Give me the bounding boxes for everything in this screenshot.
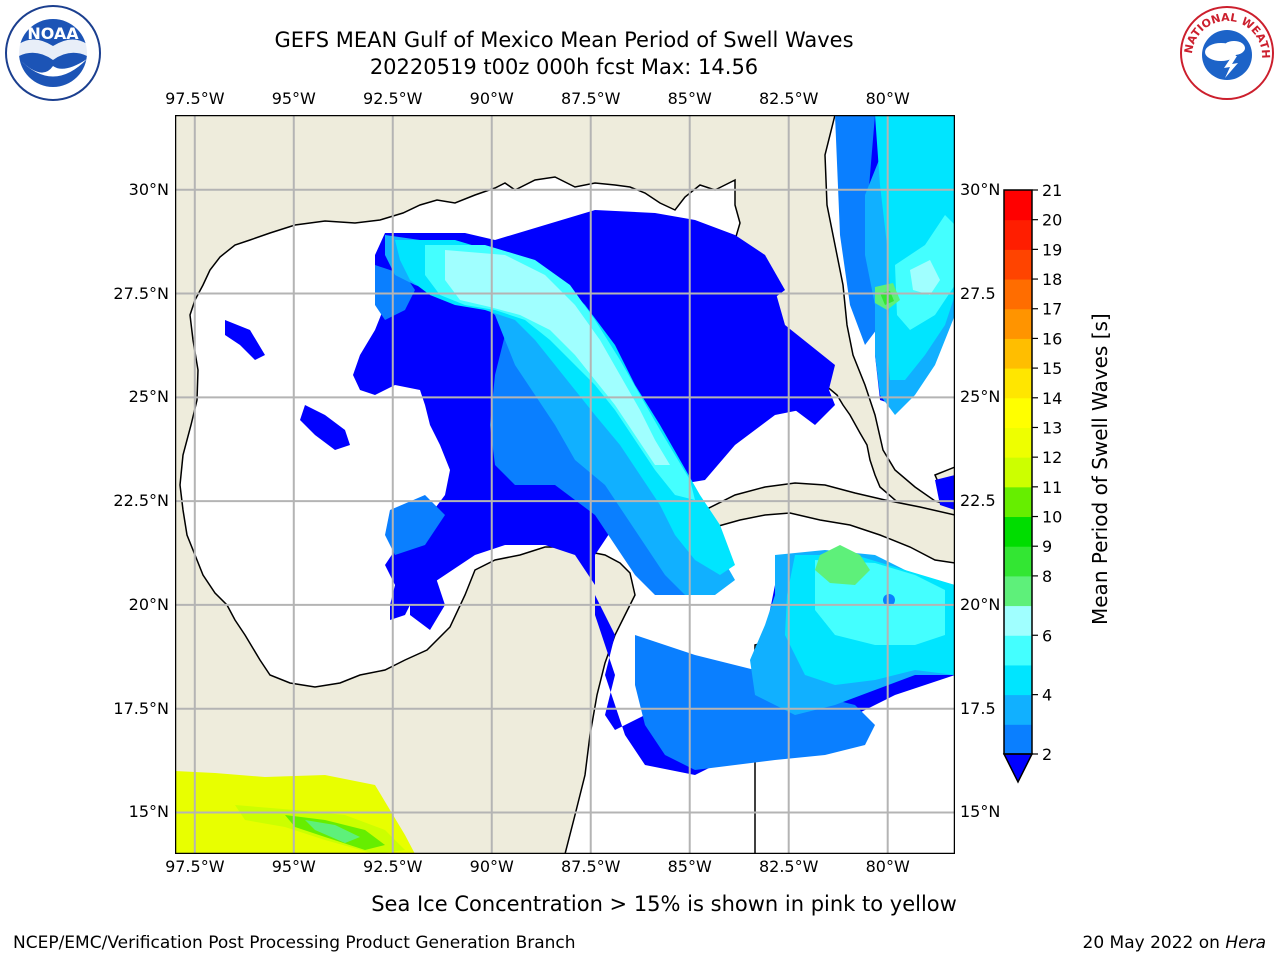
colorbar-segment — [1004, 457, 1032, 488]
lat-tick-label-right: 22.5 — [960, 491, 996, 511]
colorbar-tick-label: 6 — [1042, 626, 1052, 645]
lon-tick-label-bottom: 80°W — [865, 857, 910, 876]
lat-tick-label-left: 25°N — [128, 387, 169, 407]
machine-name: Hera — [1225, 933, 1266, 953]
colorbar-segment — [1004, 605, 1032, 636]
lon-tick-label-bottom: 92.5°W — [363, 857, 423, 876]
cuba-land — [677, 482, 955, 564]
colorbar-segment — [1004, 724, 1032, 755]
colorbar-tick-label: 14 — [1042, 389, 1062, 408]
lat-tick-label-left: 20°N — [128, 594, 169, 614]
colorbar-tick-label: 10 — [1042, 508, 1062, 527]
colorbar-segment — [1004, 664, 1032, 696]
colorbar-label: Mean Period of Swell Waves [s] — [1088, 313, 1112, 625]
noaa-logo: NOAA — [4, 4, 102, 102]
nws-logo: NATIONAL WEATHER SERVICE — [1178, 4, 1276, 102]
colorbar-segment — [1004, 694, 1032, 725]
lat-tick-label-right: 27.5 — [960, 283, 996, 303]
colorbar-segment — [1004, 546, 1032, 577]
colorbar-segment — [1004, 397, 1032, 428]
colorbar-frame — [1003, 189, 1033, 755]
colorbar-tick-label: 15 — [1042, 359, 1062, 378]
map-frame — [175, 115, 955, 854]
colorbar-under-arrow — [1002, 753, 1034, 784]
date-line: 20 May 2022 on Hera — [1083, 933, 1267, 953]
lon-tick-label-bottom: 85°W — [667, 857, 712, 876]
lon-tick-label-bottom: 82.5°W — [758, 857, 819, 876]
colorbar-segment — [1004, 486, 1032, 518]
lon-tick-label-top: 80°W — [865, 89, 910, 108]
lat-tick-label-right: 25°N — [960, 387, 1001, 407]
colorbar-tick-label: 11 — [1042, 478, 1062, 497]
lon-tick-label-top: 82.5°W — [758, 89, 819, 108]
colorbar-segment — [1004, 338, 1032, 369]
colorbar-tick-label: 12 — [1042, 448, 1062, 467]
lon-tick-label-bottom: 95°W — [271, 857, 316, 876]
lat-tick-label-right: 20°N — [960, 594, 1001, 614]
colorbar-tick-label: 16 — [1042, 329, 1062, 348]
colorbar-segment — [1004, 279, 1032, 310]
noaa-logo-text: NOAA — [27, 24, 79, 43]
colorbar-segment — [1004, 368, 1032, 399]
lon-tick-label-bottom: 90°W — [469, 857, 514, 876]
colorbar-segment — [1004, 516, 1032, 547]
colorbar-segment — [1004, 249, 1032, 280]
colorbar-segment — [1004, 308, 1032, 339]
lat-tick-label-left: 27.5°N — [113, 283, 169, 303]
colorbar-tick-label: 2 — [1042, 745, 1052, 764]
colorbar-tick-label: 9 — [1042, 537, 1052, 556]
colorbar-tick-label: 21 — [1042, 181, 1062, 200]
colorbar-segment — [1004, 427, 1032, 458]
colorbar-segment — [1004, 190, 1032, 221]
graticule — [175, 115, 955, 854]
lon-tick-label-top: 95°W — [271, 89, 316, 108]
lat-tick-label-left: 17.5°N — [113, 698, 169, 718]
lon-tick-label-top: 85°W — [667, 89, 712, 108]
lon-tick-label-bottom: 87.5°W — [561, 857, 621, 876]
lat-tick-label-right: 17.5 — [960, 698, 996, 718]
lon-tick-label-bottom: 97.5°W — [165, 857, 225, 876]
map-title: GEFS MEAN Gulf of Mexico Mean Period of … — [274, 28, 854, 52]
colorbar-tick-label: 4 — [1042, 686, 1052, 705]
colorbar-tick-label: 8 — [1042, 567, 1052, 586]
lon-tick-label-top: 87.5°W — [561, 89, 621, 108]
colorbar-segment — [1004, 575, 1032, 607]
map-canvas — [175, 115, 955, 854]
lon-tick-label-top: 90°W — [469, 89, 514, 108]
lat-tick-label-left: 15°N — [128, 802, 169, 822]
lat-tick-label-right: 15°N — [960, 802, 1001, 822]
map-panel — [175, 115, 955, 854]
lon-tick-label-top: 97.5°W — [165, 89, 225, 108]
lon-tick-label-top: 92.5°W — [363, 89, 423, 108]
credit-line: NCEP/EMC/Verification Post Processing Pr… — [13, 933, 576, 953]
colorbar-segment — [1004, 219, 1032, 250]
colorbar-tick-label: 17 — [1042, 300, 1062, 319]
date-text: 20 May 2022 on — [1082, 933, 1226, 953]
colorbar-tick-label: 13 — [1042, 418, 1062, 437]
colorbar-tick-label: 19 — [1042, 240, 1062, 259]
lat-tick-label-left: 22.5°N — [113, 491, 169, 511]
colorbar-tick-label: 18 — [1042, 270, 1062, 289]
colorbar: 21 20 19 18 17 16 15 14 13 12 11 10 9 8 6 4 2 — [990, 180, 1090, 790]
lat-tick-label-left: 30°N — [128, 179, 169, 199]
colorbar-tick-label: 20 — [1042, 211, 1062, 230]
sea-ice-note: Sea Ice Concentration > 15% is shown in … — [371, 892, 957, 916]
colorbar-graphic: 21 20 19 18 17 16 15 14 13 12 11 10 9 8 6 4 2 — [1002, 181, 1062, 784]
colorbar-label-box: Mean Period of Swell Waves [s] — [945, 313, 1255, 625]
map-subtitle: 20220519 t00z 000h fcst Max: 14.56 — [369, 55, 759, 79]
colorbar-segment — [1004, 635, 1032, 666]
lat-tick-label-right: 30°N — [960, 179, 1001, 199]
